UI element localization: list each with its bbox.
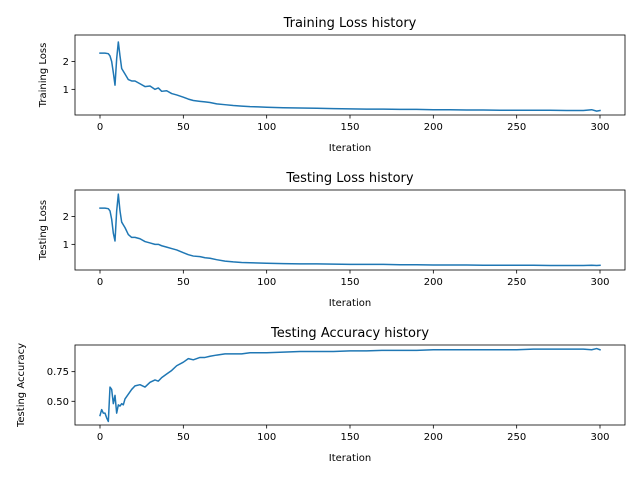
x-tick-label: 300 xyxy=(590,277,609,288)
x-tick-label: 50 xyxy=(177,277,190,288)
subplot-2: 0 50 100 150 200 250 300 1 2 Testing Loss history… xyxy=(38,171,626,309)
x-tick-label: 300 xyxy=(590,122,609,133)
x-tick-label: 250 xyxy=(507,277,526,288)
x-tick-label: 150 xyxy=(340,277,359,288)
x-tick-label: 250 xyxy=(507,122,526,133)
series-line xyxy=(99,41,601,112)
x-tick-label: 300 xyxy=(590,432,609,443)
x-axis-label: Iteration xyxy=(329,453,371,464)
x-tick-label: 100 xyxy=(257,432,276,443)
x-tick-label: 50 xyxy=(177,432,190,443)
x-axis-label: Iteration xyxy=(329,143,371,154)
x-tick-label: 0 xyxy=(97,122,103,133)
chart-title: Testing Accuracy history xyxy=(270,326,429,341)
axes-frame xyxy=(74,189,626,271)
y-axis-label: Testing Accuracy xyxy=(16,343,27,428)
y-tick-label: 2 xyxy=(63,57,69,68)
x-tick-label: 200 xyxy=(424,122,443,133)
y-axis-label: Testing Loss xyxy=(38,200,49,261)
x-tick-label: 200 xyxy=(424,432,443,443)
y-tick-label: 2 xyxy=(63,212,69,223)
y-tick-label: 1 xyxy=(63,240,69,251)
axes-frame xyxy=(74,344,626,426)
subplot-3: 0 50 100 150 200 250 300 0.50 0.75 Testing Accura… xyxy=(16,326,626,464)
y-tick-label: 0.50 xyxy=(47,397,69,408)
x-tick-label: 50 xyxy=(177,122,190,133)
x-axis-label: Iteration xyxy=(329,298,371,309)
chart-title: Testing Loss history xyxy=(285,171,414,186)
x-tick-label: 100 xyxy=(257,277,276,288)
x-tick-label: 0 xyxy=(97,432,103,443)
y-tick-label: 1 xyxy=(63,85,69,96)
x-tick-label: 150 xyxy=(340,122,359,133)
x-tick-label: 150 xyxy=(340,432,359,443)
chart-title: Training Loss history xyxy=(283,16,417,31)
x-tick-label: 250 xyxy=(507,432,526,443)
x-tick-label: 0 xyxy=(97,277,103,288)
x-tick-label: 100 xyxy=(257,122,276,133)
x-tick-label: 200 xyxy=(424,277,443,288)
y-axis-label: Training Loss xyxy=(38,43,49,109)
series-line xyxy=(99,193,601,267)
series-line xyxy=(99,347,601,423)
subplot-1: 0 50 100 150 200 250 300 1 2 Training Loss histor… xyxy=(38,16,626,154)
axes-frame xyxy=(74,34,626,116)
y-tick-label: 0.75 xyxy=(47,367,69,378)
